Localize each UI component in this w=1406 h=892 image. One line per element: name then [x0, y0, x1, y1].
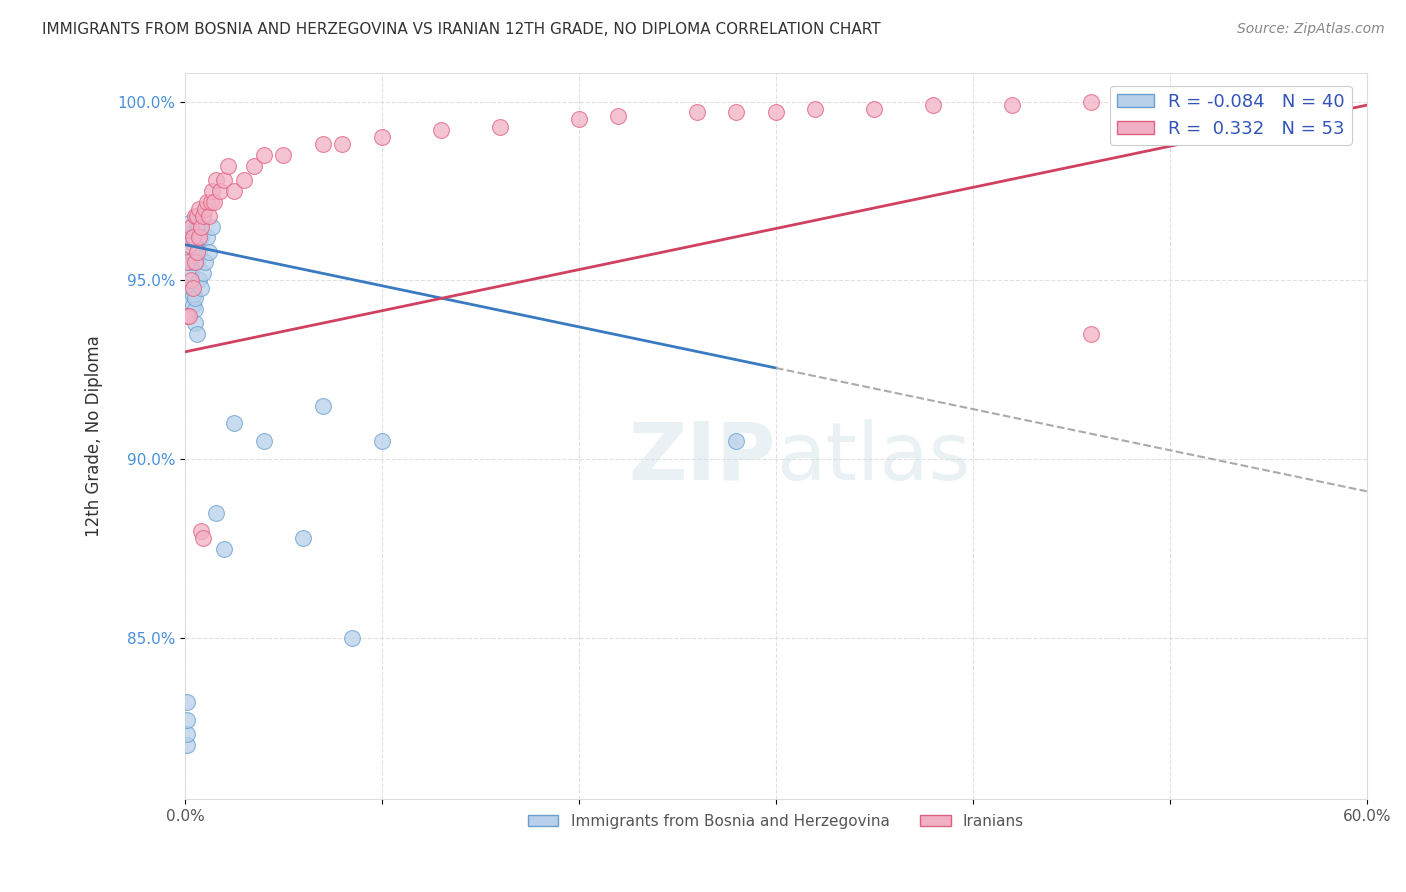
Point [184, 209, 207, 223]
Point [1257, 95, 1279, 109]
Point [191, 209, 214, 223]
Point [187, 202, 209, 216]
Point [177, 237, 200, 252]
Point [176, 255, 198, 269]
Point [253, 148, 276, 162]
Point [181, 280, 204, 294]
Point [371, 130, 394, 145]
Text: ZIP: ZIP [628, 418, 776, 497]
Point [292, 531, 315, 545]
Point [1316, 95, 1339, 109]
Point [195, 230, 218, 244]
Point [186, 326, 208, 341]
Point [177, 216, 200, 230]
Point [187, 244, 209, 259]
Point [1001, 98, 1024, 112]
Point [1198, 95, 1220, 109]
Point [184, 291, 207, 305]
Point [176, 727, 198, 741]
Point [177, 227, 200, 241]
Point [804, 102, 827, 116]
Point [180, 255, 202, 269]
Point [186, 255, 208, 269]
Point [194, 255, 217, 269]
Point [184, 255, 207, 269]
Point [1139, 95, 1161, 109]
Point [205, 506, 228, 520]
Point [186, 219, 208, 234]
Point [181, 230, 204, 244]
Point [180, 280, 202, 294]
Point [176, 713, 198, 727]
Point [224, 417, 246, 431]
Point [489, 120, 512, 134]
Point [176, 695, 198, 709]
Point [200, 194, 222, 209]
Point [1080, 95, 1102, 109]
Point [725, 434, 748, 449]
Point [197, 244, 219, 259]
Legend: Immigrants from Bosnia and Herzegovina, Iranians: Immigrants from Bosnia and Herzegovina, … [522, 807, 1031, 835]
Point [190, 280, 212, 294]
Point [195, 194, 218, 209]
Point [177, 309, 200, 323]
Point [332, 137, 354, 152]
Point [181, 230, 204, 244]
Y-axis label: 12th Grade, No Diploma: 12th Grade, No Diploma [86, 335, 103, 537]
Point [371, 434, 394, 449]
Point [217, 159, 239, 173]
Point [725, 105, 748, 120]
Point [194, 202, 217, 216]
Point [176, 309, 198, 323]
Point [191, 266, 214, 280]
Point [184, 301, 207, 316]
Point [863, 102, 886, 116]
Point [201, 184, 224, 198]
Point [765, 105, 787, 120]
Point [186, 244, 208, 259]
Point [342, 631, 364, 645]
Point [187, 273, 209, 287]
Point [176, 738, 198, 752]
Point [180, 219, 202, 234]
Point [205, 173, 228, 187]
Point [607, 109, 630, 123]
Point [197, 209, 219, 223]
Point [187, 219, 209, 234]
Point [214, 173, 236, 187]
Point [312, 399, 335, 413]
Point [253, 434, 276, 449]
Point [430, 123, 453, 137]
Point [184, 237, 207, 252]
Point [224, 184, 246, 198]
Point [191, 531, 214, 545]
Text: Source: ZipAtlas.com: Source: ZipAtlas.com [1237, 22, 1385, 37]
Point [181, 287, 204, 301]
Point [233, 173, 256, 187]
Point [180, 244, 202, 259]
Point [190, 230, 212, 244]
Point [180, 266, 202, 280]
Point [184, 316, 207, 330]
Point [209, 184, 232, 198]
Text: IMMIGRANTS FROM BOSNIA AND HERZEGOVINA VS IRANIAN 12TH GRADE, NO DIPLOMA CORRELA: IMMIGRANTS FROM BOSNIA AND HERZEGOVINA V… [42, 22, 880, 37]
Point [922, 98, 945, 112]
Point [201, 219, 224, 234]
Point [1080, 326, 1102, 341]
Point [180, 273, 202, 287]
Point [568, 112, 591, 127]
Text: atlas: atlas [776, 418, 970, 497]
Point [243, 159, 266, 173]
Point [186, 209, 208, 223]
Point [214, 541, 236, 556]
Point [190, 219, 212, 234]
Point [190, 524, 212, 538]
Point [686, 105, 709, 120]
Point [273, 148, 295, 162]
Point [204, 194, 226, 209]
Point [312, 137, 335, 152]
Point [177, 237, 200, 252]
Point [187, 230, 209, 244]
Point [181, 298, 204, 312]
